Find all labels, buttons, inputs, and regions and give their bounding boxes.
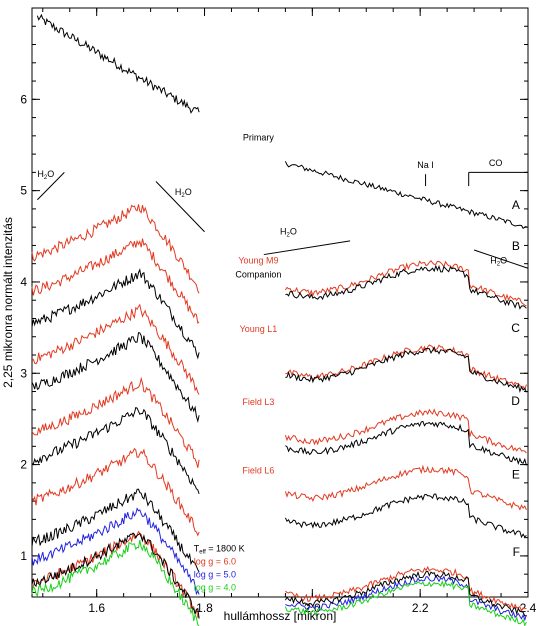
h2o-o: O [500, 256, 507, 266]
h-spectrum-5-1 [31, 488, 200, 573]
legend-entry: log g = 6.0 [194, 556, 236, 566]
labels-group: A Young M9 B Companion Young L1 C Field L3 D Fie… [37, 132, 529, 592]
row-label: Young L1 [240, 324, 278, 334]
primary-k-spectrum [284, 161, 527, 229]
row-label: Field L6 [242, 466, 274, 476]
k-spectrum-4-1 [285, 420, 527, 466]
y-axis-title: 2,25 mikronra normált intenzitás [1, 217, 15, 388]
x-axis-title: hullámhossz [mikron] [224, 609, 337, 623]
x-tick-label: 1.8 [196, 601, 213, 615]
y-tick-label: 5 [20, 184, 27, 198]
k-spectrum-6-0 [285, 565, 527, 613]
h-spectrum-4-0 [31, 376, 200, 468]
x-tick-label: 2.2 [412, 601, 429, 615]
row-letter: D [511, 394, 520, 408]
row-label: Young M9 [238, 256, 278, 266]
teff-sub: eff [199, 549, 206, 555]
primary-label: Primary [243, 132, 274, 142]
y-tick-label: 4 [20, 275, 27, 289]
k-spectrum-3-0 [285, 344, 527, 391]
y-tick-label: 6 [20, 92, 27, 106]
h2o-h: H [175, 187, 182, 197]
y-tick-label: 3 [20, 366, 27, 380]
k-spectrum-6-3 [284, 580, 527, 626]
primary-h-spectrum [36, 13, 200, 114]
co-label: CO [489, 158, 503, 168]
row-letter: B [512, 239, 520, 253]
h2o-h: H [37, 169, 44, 179]
h2o-line [473, 249, 529, 269]
h2o-sub: 2 [44, 175, 48, 181]
legend-teff: Teff = 1800 K [194, 543, 245, 555]
h2o-h: H [490, 256, 497, 266]
h-spectrum-6-3 [31, 539, 200, 626]
h-spectrum-6-2 [31, 532, 200, 619]
h-spectrum-3-1 [31, 332, 200, 423]
x-tick-label: 2.4 [520, 601, 537, 615]
h-spectrum-4-1 [31, 406, 200, 495]
k-spectrum-1-1 [285, 264, 527, 310]
h2o-o: O [290, 226, 297, 236]
k-spectrum-6-1 [285, 574, 527, 622]
row-letter: F [513, 545, 520, 559]
k-spectrum-3-1 [285, 346, 527, 394]
teff-main: T [194, 543, 200, 553]
h-spectrum-5-0 [31, 447, 200, 537]
legend-entry: log g = 5.0 [194, 569, 236, 579]
h2o-line [155, 181, 205, 233]
h2o-line [37, 172, 65, 201]
y-tick-label: 2 [20, 458, 27, 472]
row-letter: C [511, 321, 520, 335]
plot-frame [31, 7, 529, 598]
teff-value: = 1800 K [206, 543, 245, 553]
h2o-sub: 2 [181, 193, 185, 199]
row-label: Companion [235, 269, 281, 279]
y-tick-label: 1 [20, 549, 27, 563]
h2o-label: H2O [490, 256, 507, 268]
h2o-h: H [280, 226, 287, 236]
legend-entry: log g = 4.0 [194, 582, 236, 592]
h2o-o: O [185, 187, 192, 197]
x-tick-label: 1.6 [88, 601, 105, 615]
k-spectrum-5-1 [284, 493, 527, 539]
h2o-line [263, 240, 351, 256]
h-spectrum-3-0 [31, 303, 200, 395]
h2o-label: H2O [37, 169, 54, 181]
row-label: Field L3 [242, 397, 274, 407]
k-spectrum-6-2 [284, 570, 527, 617]
h-spectrum-1-1 [31, 268, 200, 360]
nai-label: Na I [417, 160, 434, 170]
h2o-sub: 2 [497, 262, 501, 268]
h2o-o: O [47, 169, 54, 179]
h-spectrum-1-0 [31, 238, 200, 324]
h2o-sub: 2 [287, 232, 291, 238]
k-spectrum-5-0 [284, 464, 527, 511]
h-spectrum-0-0 [31, 204, 200, 294]
h-spectrum-6-1 [31, 507, 200, 596]
h2o-label: H2O [175, 187, 192, 199]
h2o-label: H2O [280, 226, 297, 238]
k-spectrum-4-0 [284, 408, 527, 454]
row-letter: A [512, 198, 520, 212]
k-spectrum-1-0 [284, 260, 527, 307]
row-letter: E [512, 467, 520, 481]
spectra-group [31, 13, 527, 626]
